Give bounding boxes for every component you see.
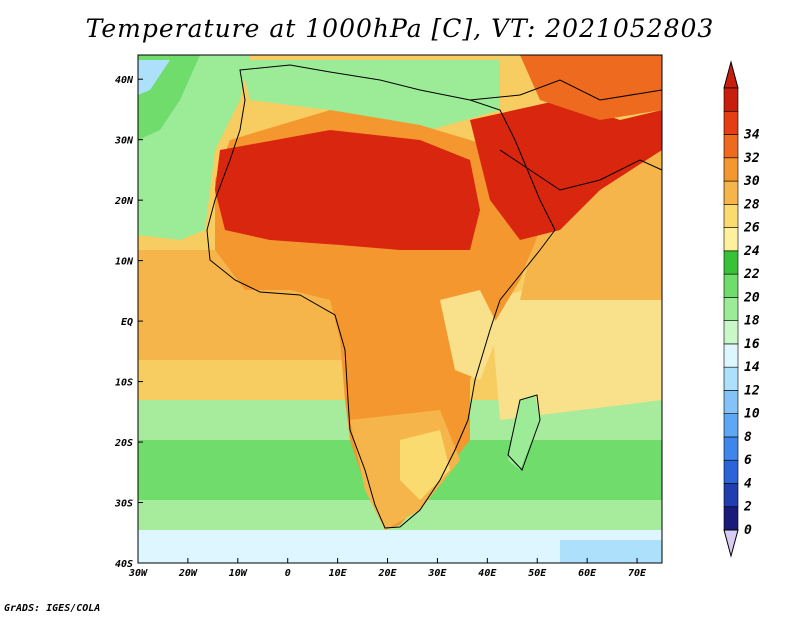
temperature-field: [138, 55, 662, 563]
colorbar-label: 24: [743, 244, 760, 259]
colorbar-swatch: [723, 273, 739, 298]
colorbar-high-arrow: [723, 60, 739, 89]
colorbar-label: 30: [743, 174, 760, 189]
lat-label: 40S: [115, 559, 133, 570]
colorbar-label: 2: [743, 500, 752, 515]
colorbar-swatch: [723, 320, 739, 345]
lat-label: 40N: [115, 75, 134, 86]
colorbar-swatch: [723, 134, 739, 159]
colorbar-label: 18: [744, 314, 760, 329]
longitude-axis: 30W 20W 10W 0 10E 20E 30E 40E 50E 60E 70E: [128, 558, 647, 579]
lon-label: 40E: [478, 568, 497, 579]
colorbar-label: 8: [744, 430, 752, 445]
footer-credit: GrADS: IGES/COLA: [4, 603, 101, 614]
lon-label: 50E: [528, 568, 547, 579]
colorbar-swatch: [723, 366, 739, 391]
lat-label: 10N: [115, 257, 134, 268]
colorbar-label: 4: [744, 476, 752, 491]
colorbar-label: 28: [743, 197, 760, 212]
lon-label: 70E: [628, 568, 647, 579]
lat-label: 30N: [114, 136, 134, 147]
lon-label: 30W: [128, 568, 148, 579]
map-frame: [137, 54, 663, 564]
colorbar-label: 14: [744, 360, 760, 375]
coastlines: [206, 64, 663, 529]
lon-label: 60E: [578, 568, 597, 579]
colorbar-swatch: [723, 204, 739, 228]
colorbar-swatch: [723, 436, 739, 461]
colorbar-label: 34: [743, 128, 760, 143]
lon-label: 10W: [229, 568, 248, 579]
colorbar-swatch: [723, 110, 739, 135]
latitude-axis: 40N 30N 20N 10N EQ 10S 20S 30S 40S: [114, 75, 143, 570]
colorbar-label: 16: [744, 337, 760, 352]
lon-label: 30E: [427, 568, 447, 579]
colorbar-label: 26: [743, 221, 760, 236]
lat-label: 20S: [114, 438, 133, 449]
colorbar-swatch: [723, 413, 739, 438]
lat-label: EQ: [121, 317, 133, 328]
map-title: Temperature at 1000hPa [C], VT: 20210528…: [85, 14, 715, 43]
colorbar-swatch: [723, 297, 739, 321]
colorbar-swatch: [723, 157, 739, 182]
colorbar-label: 12: [744, 383, 760, 398]
colorbar-swatch: [723, 250, 739, 275]
colorbar-label: 10: [744, 407, 760, 422]
colorbar-label: 32: [743, 151, 760, 166]
colorbar-swatch: [723, 227, 739, 252]
lon-label: 10E: [329, 568, 348, 579]
lon-label: 20E: [377, 568, 397, 579]
lat-label: 10S: [115, 378, 133, 389]
colorbar-label: 6: [744, 453, 752, 468]
colorbar-swatch: [723, 483, 739, 508]
colorbar-label: 22: [743, 267, 760, 282]
colorbar-swatch: [723, 506, 739, 531]
lon-label: 0: [285, 568, 291, 579]
colorbar-low-arrow: [723, 529, 739, 558]
colorbar-label: 20: [743, 290, 760, 305]
colorbar-swatch: [723, 180, 739, 205]
colorbar-swatch: [723, 343, 739, 368]
lat-label: 20N: [114, 196, 134, 207]
lat-label: 30S: [114, 499, 133, 510]
colorbar-swatch: [723, 390, 739, 414]
colorbar-label: 0: [744, 523, 752, 538]
colorbar-swatch: [723, 87, 739, 112]
colorbar-swatch: [723, 459, 739, 484]
lon-label: 20W: [178, 568, 198, 579]
